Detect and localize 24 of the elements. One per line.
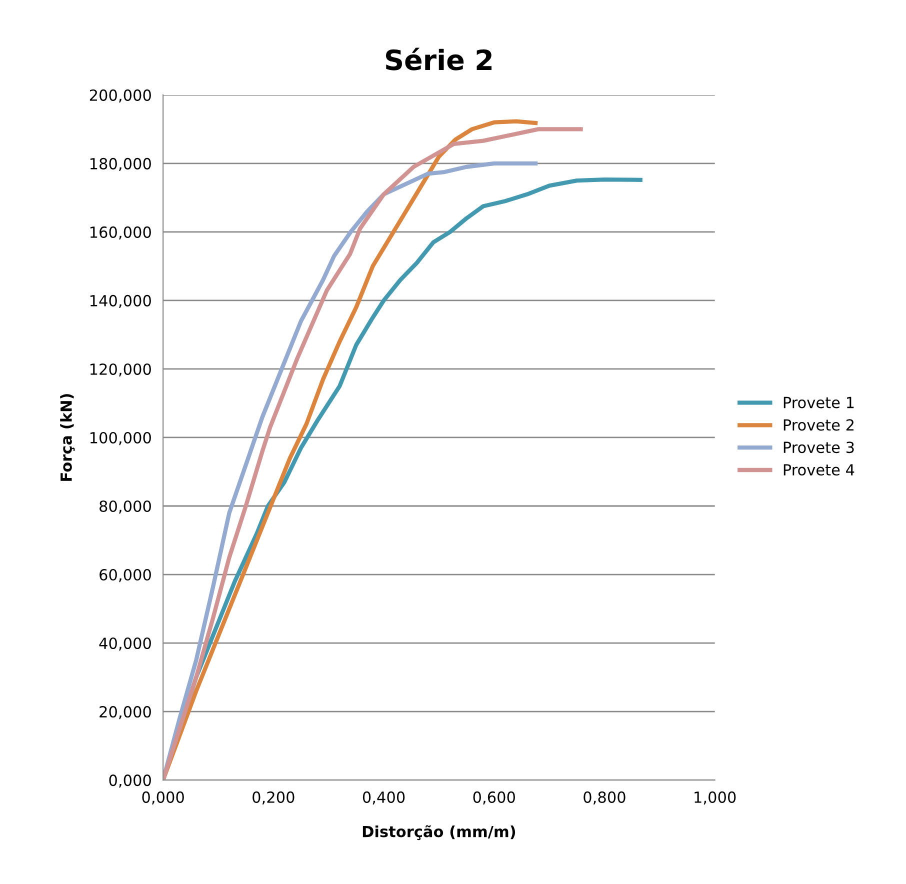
y-tick-label: 140,000 [90, 294, 151, 308]
y-tick-label: 200,000 [90, 89, 151, 103]
y-tick-label: 60,000 [100, 568, 151, 582]
y-tick-label: 160,000 [90, 226, 151, 240]
y-tick-label: 0,000 [109, 774, 151, 788]
x-axis-title: Distorção (mm/m) [362, 825, 516, 840]
legend-label: Provete 1 [784, 396, 854, 408]
x-tick-label: 0,000 [142, 791, 184, 805]
x-tick-label: 0,800 [584, 791, 626, 805]
y-tick-label: 180,000 [90, 158, 151, 172]
y-tick-label: 100,000 [90, 432, 151, 446]
x-tick-label: 0,200 [252, 791, 294, 805]
legend-label: Provete 4 [784, 464, 854, 476]
y-axis-title: Força (kN) [60, 394, 75, 481]
legend-label: Provete 2 [784, 419, 854, 431]
y-tick-label: 20,000 [100, 706, 151, 720]
x-tick-label: 1,000 [694, 791, 736, 805]
x-tick-label: 0,400 [362, 791, 405, 805]
y-tick-label: 40,000 [99, 637, 151, 651]
y-tick-label: 80,000 [100, 500, 151, 514]
legend-label: Provete 3 [784, 442, 854, 454]
chart-title: Série 2 [386, 48, 492, 70]
x-tick-label: 0,600 [473, 791, 515, 805]
y-tick-label: 120,000 [90, 363, 151, 377]
